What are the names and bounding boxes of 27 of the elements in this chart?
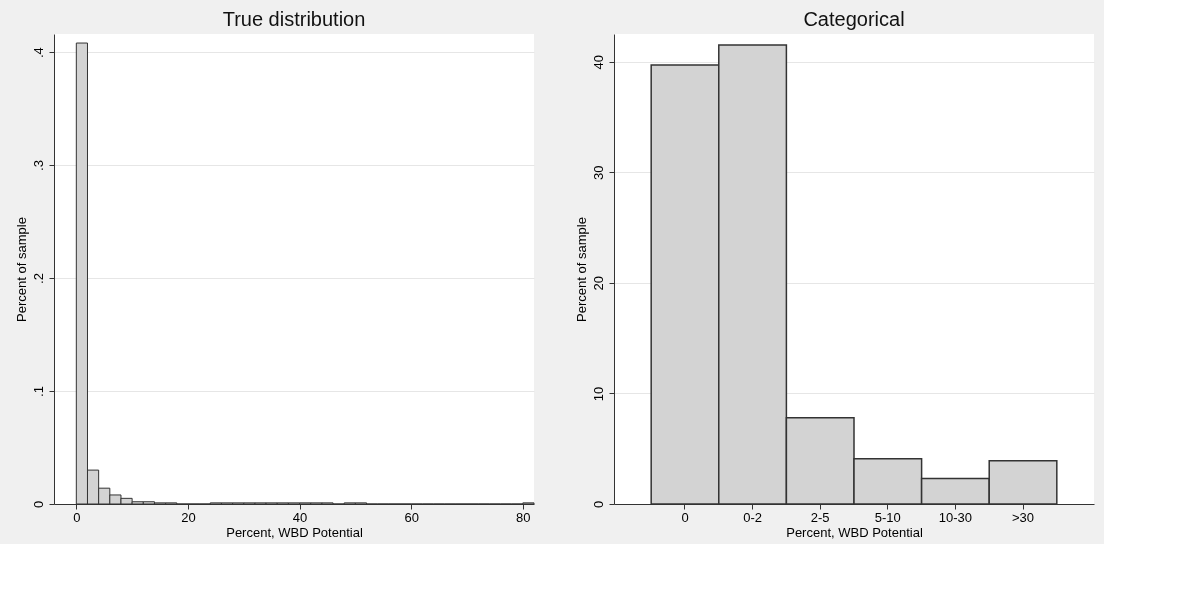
x-tick-label: 20: [181, 509, 196, 525]
y-tick-label: 0: [590, 500, 606, 509]
x-axis-title: Percent, WBD Potential: [786, 524, 923, 540]
x-axis-title: Percent, WBD Potential: [226, 524, 363, 540]
y-axis-title: Percent of sample: [13, 217, 29, 322]
x-tick-label: 0: [73, 509, 81, 525]
y-tick-label: 40: [590, 54, 606, 70]
x-tick-label: 10-30: [938, 509, 973, 525]
chart-title: True distribution: [222, 8, 366, 30]
chart-title: Categorical: [803, 8, 905, 30]
y-tick-label: .3: [30, 160, 46, 171]
y-tick-label: 10: [590, 386, 606, 402]
x-tick-label: 5-10: [874, 509, 901, 525]
y-tick-label: 20: [590, 276, 606, 291]
x-tick-label: 80: [516, 509, 531, 525]
y-axis-title: Percent of sample: [573, 217, 589, 322]
y-tick-label: 0: [30, 500, 46, 509]
y-tick-label: 30: [590, 165, 606, 180]
x-tick-label: 0: [681, 509, 689, 525]
x-tick-label: 2-5: [810, 509, 830, 525]
x-tick-label: 40: [292, 509, 308, 525]
y-tick-label: .4: [30, 47, 46, 58]
x-tick-label: 60: [404, 509, 419, 525]
y-tick-label: .2: [30, 273, 46, 284]
x-tick-label: 0-2: [743, 509, 762, 525]
y-tick-label: .1: [30, 386, 46, 397]
x-tick-label: >30: [1011, 509, 1035, 525]
